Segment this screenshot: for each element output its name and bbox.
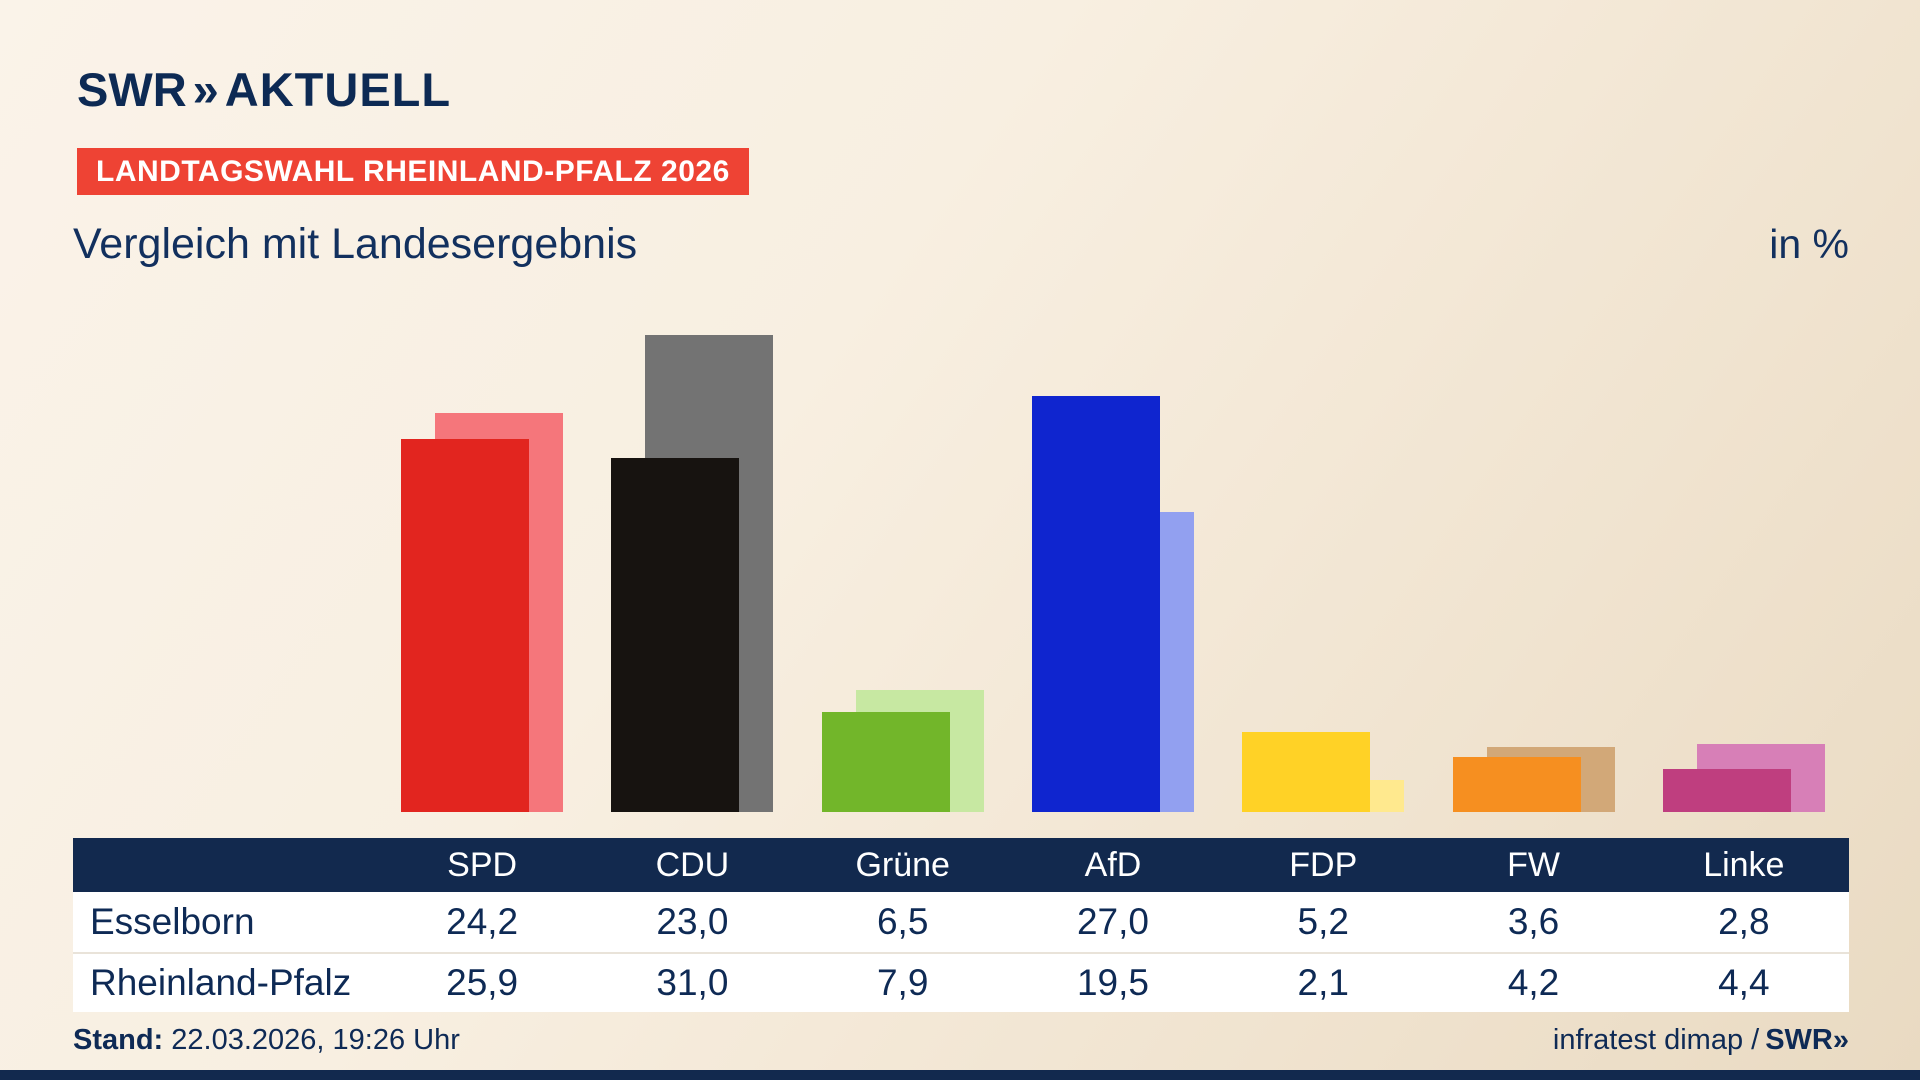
bar-linke-esselborn [1663, 769, 1791, 812]
bar-grune-esselborn [822, 712, 950, 812]
bar-fdp-esselborn [1242, 732, 1370, 812]
cell-rheinland-pfalz-grune: 7,9 [876, 962, 929, 1003]
unit-label: in % [1769, 221, 1849, 267]
stand-value: 22.03.2026, 19:26 Uhr [163, 1024, 460, 1056]
bar-cdu-esselborn [611, 458, 739, 812]
grouped-bar-chart [73, 272, 1849, 812]
aktuell-logo-text: AKTUELL [224, 63, 452, 116]
cell-rheinland-pfalz-afd: 19,5 [1076, 962, 1149, 1003]
stand-label: Stand: [73, 1024, 164, 1056]
results-table: SPD CDU Grüne AfD FDP FW Linke Esselborn 24,2 23… [73, 838, 1849, 1012]
column-header-cdu: CDU [655, 845, 730, 884]
column-header-fdp: FDP [1289, 845, 1358, 884]
cell-rheinland-pfalz-fw: 4,2 [1507, 962, 1560, 1003]
cell-rheinland-pfalz-cdu: 31,0 [656, 962, 729, 1003]
bar-fw-esselborn [1453, 757, 1581, 812]
cell-esselborn-afd: 27,0 [1076, 901, 1149, 942]
swr-logo-text: SWR [77, 63, 187, 116]
column-header-spd: SPD [447, 845, 518, 884]
row-label-rheinland-pfalz: Rheinland-Pfalz [90, 962, 352, 1003]
bar-afd-esselborn [1032, 396, 1160, 812]
cell-esselborn-fdp: 5,2 [1297, 901, 1349, 942]
column-header-fw: FW [1507, 845, 1560, 884]
footer-line: Stand: 22.03.2026, 19:26 Uhr infratest d… [73, 1024, 1849, 1057]
swr-aktuell-logo: SWR » AKTUELL [77, 62, 451, 117]
cell-esselborn-linke: 2,8 [1718, 901, 1770, 942]
swr-logo-chevrons-icon: » [192, 63, 219, 116]
table-header-row: SPD CDU Grüne AfD FDP FW Linke [73, 838, 1849, 892]
cell-esselborn-spd: 24,2 [446, 901, 519, 942]
cell-rheinland-pfalz-linke: 4,4 [1718, 962, 1770, 1003]
bar-spd-esselborn [401, 439, 529, 812]
cell-esselborn-fw: 3,6 [1507, 901, 1560, 942]
source-credit: infratest dimap / SWR» [1553, 1024, 1849, 1057]
source-text: infratest dimap / [1552, 1024, 1760, 1056]
cell-rheinland-pfalz-fdp: 2,1 [1297, 962, 1349, 1003]
stand-timestamp: Stand: 22.03.2026, 19:26 Uhr [73, 1024, 460, 1057]
table-row-rheinland-pfalz: Rheinland-Pfalz 25,9 31,0 7,9 19,5 2,1 4,2 4,4 [73, 952, 1849, 1012]
bottom-navy-strip [0, 1070, 1920, 1080]
column-header-afd: AfD [1084, 845, 1142, 884]
title-row: Vergleich mit Landesergebnis in % [73, 220, 1849, 269]
table-row-esselborn: Esselborn 24,2 23,0 6,5 27,0 5,2 3,6 2,8 [73, 892, 1849, 952]
table-corner-cell [73, 838, 377, 892]
row-label-esselborn: Esselborn [90, 901, 255, 942]
cell-rheinland-pfalz-spd: 25,9 [446, 962, 519, 1003]
election-badge: LANDTAGSWAHL RHEINLAND-PFALZ 2026 [77, 148, 749, 195]
chart-title: Vergleich mit Landesergebnis [73, 220, 638, 268]
source-swr-logo: SWR» [1765, 1024, 1849, 1056]
column-header-linke: Linke [1703, 845, 1785, 884]
cell-esselborn-cdu: 23,0 [656, 901, 729, 942]
cell-esselborn-grune: 6,5 [876, 901, 929, 942]
column-header-grune: Grüne [855, 845, 950, 884]
